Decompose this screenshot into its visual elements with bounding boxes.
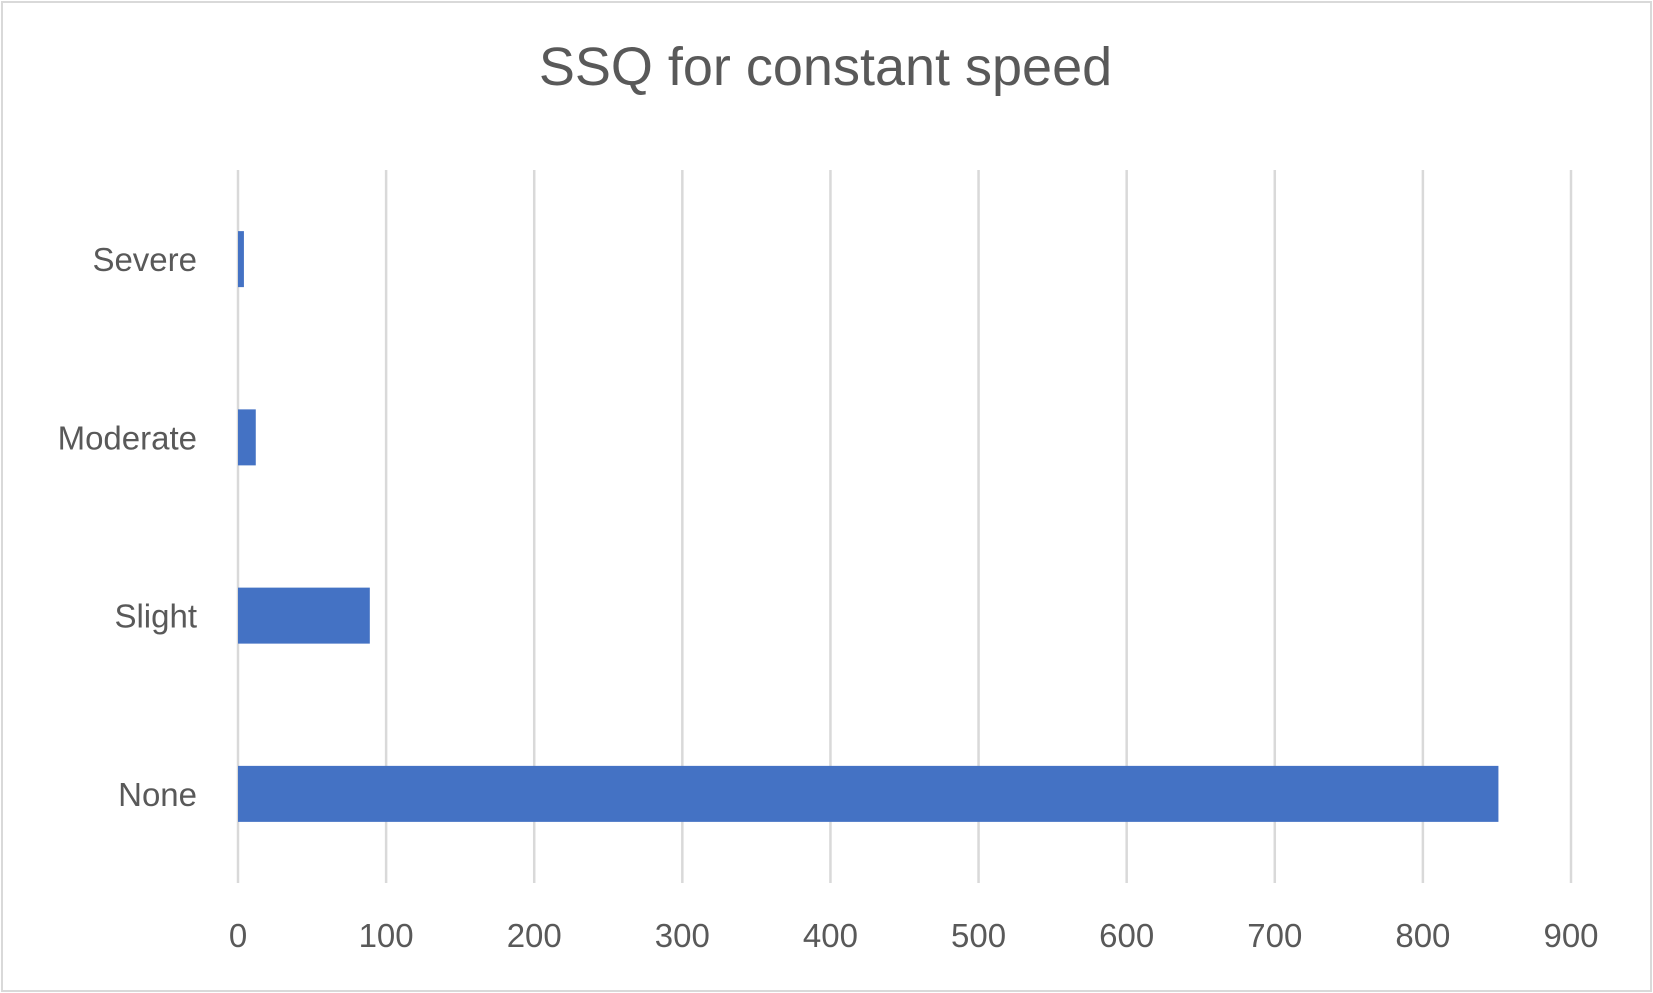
bars (238, 231, 1499, 822)
x-tick-label: 100 (359, 917, 414, 954)
bar-slight (238, 587, 370, 644)
category-label-moderate: Moderate (58, 419, 197, 456)
x-tick-label: 400 (803, 917, 858, 954)
bar-severe (238, 231, 244, 288)
x-tick-label: 600 (1099, 917, 1154, 954)
gridlines (236, 170, 1573, 883)
bar-moderate (238, 409, 256, 466)
category-label-none: None (118, 776, 197, 813)
x-tick-label: 900 (1543, 917, 1598, 954)
x-tick-label: 200 (507, 917, 562, 954)
chart-title: SSQ for constant speed (538, 37, 1113, 97)
x-tick-label: 0 (229, 917, 247, 954)
x-tick-label: 800 (1395, 917, 1450, 954)
y-axis-category-labels: Severe Moderate Slight None (58, 241, 197, 813)
x-tick-label: 500 (951, 917, 1006, 954)
category-label-slight: Slight (114, 598, 197, 635)
x-tick-label: 700 (1247, 917, 1302, 954)
x-tick-label: 300 (655, 917, 710, 954)
bar-none (238, 765, 1499, 822)
x-axis-tick-labels: 0 100 200 300 400 500 600 700 800 900 (229, 917, 1599, 954)
category-label-severe: Severe (92, 241, 197, 278)
